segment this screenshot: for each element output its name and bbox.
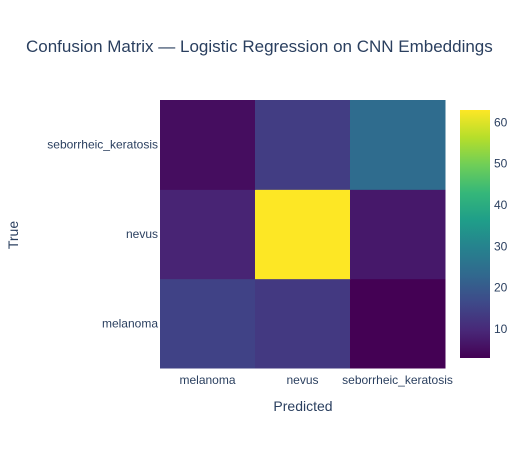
heatmap-cell-melanoma-melanoma [160,278,256,369]
colorbar-tick-label: 10 [494,322,508,336]
heatmap-cell-seborrheic_keratosis-melanoma [160,100,256,190]
y-tick-label: melanoma [102,316,158,330]
chart-title: Confusion Matrix — Logistic Regression o… [26,37,493,56]
colorbar-tick-label: 60 [494,115,508,129]
x-tick-label: seborrheic_keratosis [342,373,453,387]
colorbar-tick-labels: 10 20 30 40 50 60 [494,115,508,336]
heatmap-cell-seborrheic_keratosis-nevus [255,100,351,190]
colorbar-tick-label: 40 [494,198,508,212]
y-tick-labels: melanoma nevus seborrheic_keratosis [47,138,158,331]
y-tick-label: nevus [126,227,158,241]
y-tick-label: seborrheic_keratosis [47,138,158,152]
x-tick-label: melanoma [179,373,235,387]
colorbar-tick-label: 20 [494,281,508,295]
heatmap-cell-melanoma-nevus [255,278,351,369]
heatmap-cell-nevus-melanoma [160,189,256,280]
colorbar-tick-label: 30 [494,239,508,253]
x-axis-title: Predicted [273,398,332,414]
y-axis-title: True [5,221,21,249]
heatmap-cells [160,100,446,369]
heatmap-cell-melanoma-seborrheic_keratosis [350,278,446,369]
x-tick-label: nevus [286,373,318,387]
heatmap-cell-nevus-seborrheic_keratosis [350,189,446,280]
x-tick-labels: melanoma nevus seborrheic_keratosis [179,373,452,387]
heatmap-cell-nevus-nevus [255,189,351,280]
heatmap-cell-seborrheic_keratosis-seborrheic_keratosis [350,100,446,190]
colorbar-tick-label: 50 [494,157,508,171]
colorbar [460,110,490,358]
